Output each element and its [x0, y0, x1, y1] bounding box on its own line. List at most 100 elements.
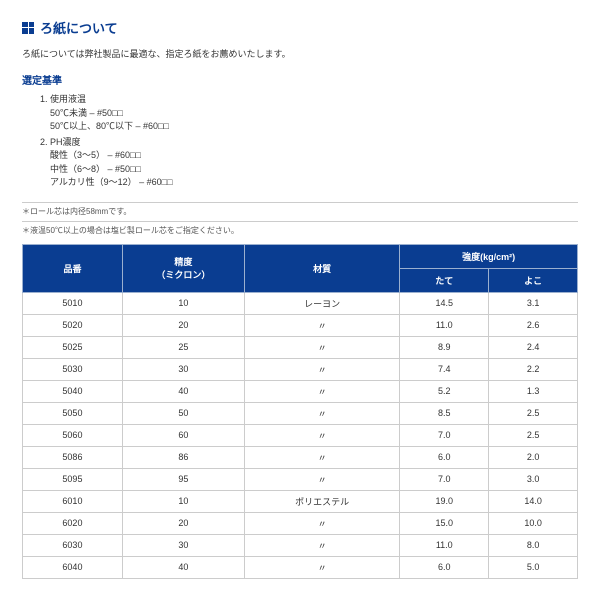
table-cell: 6020 [23, 512, 123, 534]
table-cell: 5050 [23, 402, 123, 424]
table-cell: 50 [122, 402, 244, 424]
criteria-heading: 選定基準 [22, 72, 578, 87]
table-cell: 40 [122, 556, 244, 578]
table-cell: 〃 [244, 534, 399, 556]
table-cell: 19.0 [400, 490, 489, 512]
table-row: 502020〃11.02.6 [23, 314, 578, 336]
page-title-row: ろ紙について [22, 18, 578, 37]
table-cell: 14.5 [400, 292, 489, 314]
table-cell: 5030 [23, 358, 123, 380]
table-cell: 25 [122, 336, 244, 358]
table-cell: 2.4 [489, 336, 578, 358]
table-row: 501010レーヨン14.53.1 [23, 292, 578, 314]
table-cell: 5020 [23, 314, 123, 336]
table-cell: 〃 [244, 556, 399, 578]
table-cell: 6030 [23, 534, 123, 556]
table-cell: 5040 [23, 380, 123, 402]
table-cell: 2.5 [489, 402, 578, 424]
note-1: ＊ロール芯は内径58mmです。 [22, 202, 578, 217]
th-tate: たて [400, 268, 489, 292]
table-cell: 〃 [244, 380, 399, 402]
table-cell: 〃 [244, 424, 399, 446]
th-yoko: よこ [489, 268, 578, 292]
table-cell: 〃 [244, 314, 399, 336]
page-title: ろ紙について [40, 18, 118, 37]
table-cell: 3.1 [489, 292, 578, 314]
table-cell: 5086 [23, 446, 123, 468]
criteria-line: アルカリ性（9〜12） – #60□□ [50, 176, 578, 190]
intro-text: ろ紙については弊社製品に最適な、指定ろ紙をお薦めいたします。 [22, 47, 578, 60]
criteria-line: 中性（6〜8） – #50□□ [50, 163, 578, 177]
table-row: 505050〃8.52.5 [23, 402, 578, 424]
table-cell: レーヨン [244, 292, 399, 314]
table-cell: 〃 [244, 446, 399, 468]
table-body: 501010レーヨン14.53.1502020〃11.02.6502525〃8.… [23, 292, 578, 578]
table-row: 503030〃7.42.2 [23, 358, 578, 380]
table-row: 603030〃11.08.0 [23, 534, 578, 556]
table-cell: 5060 [23, 424, 123, 446]
table-cell: 20 [122, 512, 244, 534]
table-cell: 86 [122, 446, 244, 468]
table-cell: 5.0 [489, 556, 578, 578]
criteria-list: 使用液温50℃未満 – #50□□50℃以上、80℃以下 – #60□□PH濃度… [22, 93, 578, 190]
table-cell: 30 [122, 534, 244, 556]
table-row: 506060〃7.02.5 [23, 424, 578, 446]
table-cell: 6.0 [400, 556, 489, 578]
table-cell: 60 [122, 424, 244, 446]
table-cell: 8.9 [400, 336, 489, 358]
table-cell: 10.0 [489, 512, 578, 534]
table-cell: 5025 [23, 336, 123, 358]
table-cell: 〃 [244, 358, 399, 380]
table-cell: ポリエステル [244, 490, 399, 512]
table-cell: 7.4 [400, 358, 489, 380]
table-cell: 30 [122, 358, 244, 380]
note-2: ＊液温50℃以上の場合は塩ビ製ロール芯をご指定ください。 [22, 221, 578, 236]
table-cell: 8.5 [400, 402, 489, 424]
filter-paper-table: 品番 精度 （ミクロン） 材質 強度(kg/cm²) たて よこ 501010レ… [22, 244, 578, 579]
criteria-line: 50℃以上、80℃以下 – #60□□ [50, 120, 578, 134]
table-cell: 〃 [244, 468, 399, 490]
table-row: 601010ポリエステル19.014.0 [23, 490, 578, 512]
table-cell: 7.0 [400, 468, 489, 490]
table-cell: 2.6 [489, 314, 578, 336]
th-precision: 精度 （ミクロン） [122, 244, 244, 292]
table-cell: 3.0 [489, 468, 578, 490]
table-row: 508686〃6.02.0 [23, 446, 578, 468]
table-cell: 11.0 [400, 314, 489, 336]
table-cell: 10 [122, 490, 244, 512]
criteria-line: 酸性（3〜5） – #60□□ [50, 149, 578, 163]
table-cell: 14.0 [489, 490, 578, 512]
th-strength: 強度(kg/cm²) [400, 244, 578, 268]
table-cell: 5095 [23, 468, 123, 490]
table-row: 504040〃5.21.3 [23, 380, 578, 402]
table-cell: 7.0 [400, 424, 489, 446]
table-cell: 11.0 [400, 534, 489, 556]
table-row: 602020〃15.010.0 [23, 512, 578, 534]
th-material: 材質 [244, 244, 399, 292]
table-cell: 2.5 [489, 424, 578, 446]
table-cell: 40 [122, 380, 244, 402]
table-row: 502525〃8.92.4 [23, 336, 578, 358]
table-cell: 5.2 [400, 380, 489, 402]
criteria-item: 使用液温50℃未満 – #50□□50℃以上、80℃以下 – #60□□ [50, 93, 578, 134]
criteria-line: 50℃未満 – #50□□ [50, 107, 578, 121]
table-row: 604040〃6.05.0 [23, 556, 578, 578]
table-cell: 95 [122, 468, 244, 490]
table-cell: 10 [122, 292, 244, 314]
table-cell: 1.3 [489, 380, 578, 402]
table-cell: 20 [122, 314, 244, 336]
table-cell: 2.2 [489, 358, 578, 380]
table-cell: 5010 [23, 292, 123, 314]
table-cell: 8.0 [489, 534, 578, 556]
table-cell: 6040 [23, 556, 123, 578]
table-cell: 6010 [23, 490, 123, 512]
table-cell: 〃 [244, 512, 399, 534]
table-cell: 2.0 [489, 446, 578, 468]
title-icon [22, 22, 34, 34]
table-cell: 15.0 [400, 512, 489, 534]
table-cell: 6.0 [400, 446, 489, 468]
th-code: 品番 [23, 244, 123, 292]
table-cell: 〃 [244, 402, 399, 424]
table-row: 509595〃7.03.0 [23, 468, 578, 490]
table-cell: 〃 [244, 336, 399, 358]
